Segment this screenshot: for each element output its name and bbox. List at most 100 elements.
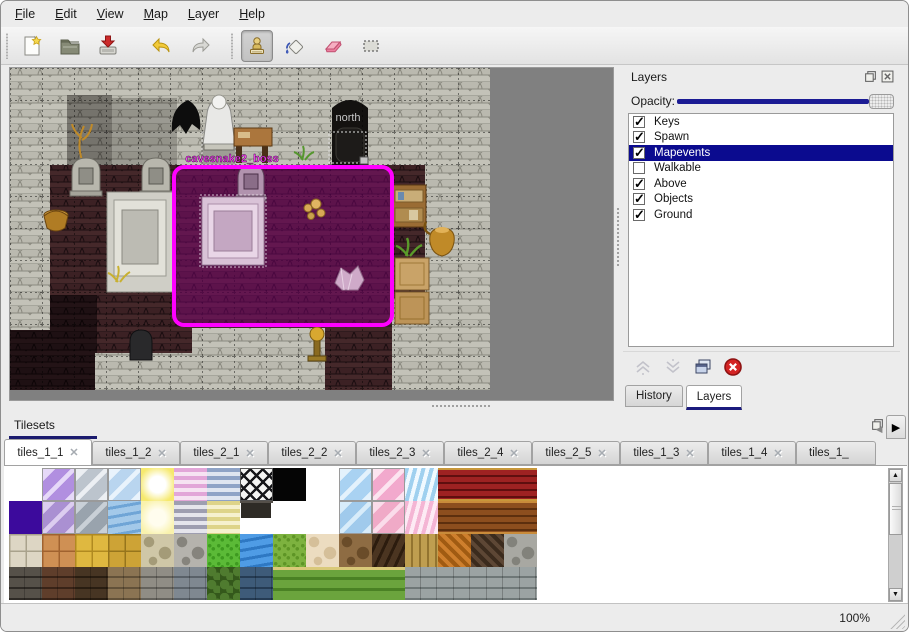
layer-visibility-checkbox[interactable]: [633, 145, 645, 161]
tileset-tab-tiles_2_1[interactable]: tiles_2_1 ✕: [180, 441, 268, 465]
tile[interactable]: [141, 567, 174, 600]
menu-file[interactable]: File: [15, 7, 36, 21]
splitter-grip[interactable]: [431, 404, 491, 409]
tile[interactable]: [9, 468, 42, 501]
layer-visibility-checkbox[interactable]: [633, 114, 645, 130]
shelf[interactable]: [391, 184, 427, 228]
layer-row-mapevents[interactable]: Mapevents: [629, 145, 893, 161]
gravestone-tinted[interactable]: [235, 164, 267, 202]
tile[interactable]: [339, 501, 372, 534]
tile[interactable]: [207, 534, 240, 567]
tile[interactable]: [438, 501, 471, 534]
tile[interactable]: [306, 501, 339, 534]
tab-close-icon[interactable]: ✕: [597, 447, 607, 460]
tile[interactable]: [141, 501, 174, 534]
gravestone[interactable]: [139, 157, 173, 197]
lamp[interactable]: [307, 326, 327, 362]
tile[interactable]: [108, 468, 141, 501]
tile[interactable]: [207, 567, 240, 600]
tile[interactable]: [405, 567, 438, 600]
tileset-tab-tiles_2_2[interactable]: tiles_2_2 ✕: [268, 441, 356, 465]
tile[interactable]: [405, 501, 438, 534]
stamp-tool-button[interactable]: [241, 29, 273, 62]
tile[interactable]: [504, 567, 537, 600]
shadow-creature[interactable]: [171, 100, 201, 134]
tile[interactable]: [273, 567, 306, 600]
tile[interactable]: [75, 468, 108, 501]
tile[interactable]: [372, 468, 405, 501]
tab-close-icon[interactable]: ✕: [69, 447, 79, 459]
tileset-tab-tiles_1_2[interactable]: tiles_1_2 ✕: [92, 441, 180, 465]
tile[interactable]: [438, 534, 471, 567]
float-panel-icon[interactable]: [864, 70, 877, 83]
splitter-grip[interactable]: [616, 207, 621, 267]
tileset-tab-tiles_1_3[interactable]: tiles_1_3 ✕: [620, 441, 708, 465]
tile[interactable]: [372, 567, 405, 600]
layer-row-keys[interactable]: Keys: [629, 114, 893, 130]
opacity-slider-handle[interactable]: [869, 94, 894, 109]
menu-view[interactable]: View: [96, 7, 124, 21]
tile[interactable]: [471, 534, 504, 567]
resize-grip[interactable]: [887, 611, 905, 629]
tile[interactable]: [141, 534, 174, 567]
tile[interactable]: [174, 534, 207, 567]
tile[interactable]: [306, 534, 339, 567]
tileset-scrollbar[interactable]: ▲ ▼: [888, 468, 903, 602]
tile[interactable]: [339, 468, 372, 501]
layer-row-spawn[interactable]: Spawn: [629, 129, 893, 145]
menu-edit[interactable]: Edit: [55, 7, 77, 21]
tile[interactable]: [108, 501, 141, 534]
tab-close-icon[interactable]: ✕: [509, 447, 519, 460]
tile[interactable]: [339, 567, 372, 600]
tile[interactable]: [207, 468, 240, 501]
toolbar-grip[interactable]: [5, 32, 10, 59]
tab-scroll-left-button[interactable]: ◀: [875, 423, 883, 434]
tile[interactable]: [273, 468, 306, 501]
tile[interactable]: [174, 501, 207, 534]
dock-tab-history[interactable]: History: [625, 385, 683, 407]
close-panel-icon[interactable]: [881, 70, 894, 83]
map-canvas[interactable]: north cavesnake2_boss: [10, 68, 490, 390]
tile[interactable]: [207, 501, 240, 534]
tab-close-icon[interactable]: ✕: [421, 447, 431, 460]
tab-scroll-right-button[interactable]: ▶: [886, 415, 906, 439]
tile[interactable]: [75, 501, 108, 534]
scroll-down-icon[interactable]: ▼: [889, 588, 902, 601]
tile[interactable]: [273, 534, 306, 567]
tile[interactable]: [108, 534, 141, 567]
tileset-tab-tiles_1_1[interactable]: tiles_1_1 ✕: [4, 439, 92, 465]
redo-button[interactable]: [184, 30, 216, 62]
gravestone[interactable]: [69, 157, 103, 197]
tile[interactable]: [240, 567, 273, 600]
float-panel-icon[interactable]: [871, 418, 884, 436]
open-file-button[interactable]: [54, 30, 86, 62]
tile[interactable]: [9, 567, 42, 600]
tile[interactable]: [372, 501, 405, 534]
layer-visibility-checkbox[interactable]: [633, 191, 645, 207]
wooden-crates[interactable]: [394, 257, 430, 325]
layer-visibility-checkbox[interactable]: [633, 207, 645, 223]
layer-row-walkable[interactable]: Walkable: [629, 161, 893, 177]
tileset-tab-tiles_1_4[interactable]: tiles_1_4 ✕: [708, 441, 796, 465]
tileset-tab-tiles_1[interactable]: tiles_1_: [796, 441, 876, 465]
tile[interactable]: [174, 567, 207, 600]
tileset-tab-tiles_2_3[interactable]: tiles_2_3 ✕: [356, 441, 444, 465]
tile[interactable]: [75, 534, 108, 567]
golden-pot[interactable]: [423, 221, 455, 257]
duplicate-layer-button[interactable]: [693, 357, 713, 377]
tile[interactable]: [273, 501, 306, 534]
tab-close-icon[interactable]: ✕: [333, 447, 343, 460]
layer-visibility-checkbox[interactable]: [633, 162, 645, 175]
opacity-slider-track[interactable]: [677, 99, 869, 104]
tile[interactable]: [504, 534, 537, 567]
tab-close-icon[interactable]: ✕: [685, 447, 695, 460]
tile[interactable]: [42, 501, 75, 534]
menu-layer[interactable]: Layer: [187, 7, 220, 21]
delete-layer-button[interactable]: [723, 357, 743, 377]
save-file-button[interactable]: [92, 30, 124, 62]
tile[interactable]: [471, 501, 504, 534]
undo-button[interactable]: [146, 30, 178, 62]
horizontal-splitter[interactable]: [1, 401, 614, 413]
tileset-tab-tiles_2_4[interactable]: tiles_2_4 ✕: [444, 441, 532, 465]
tile[interactable]: [240, 501, 273, 534]
